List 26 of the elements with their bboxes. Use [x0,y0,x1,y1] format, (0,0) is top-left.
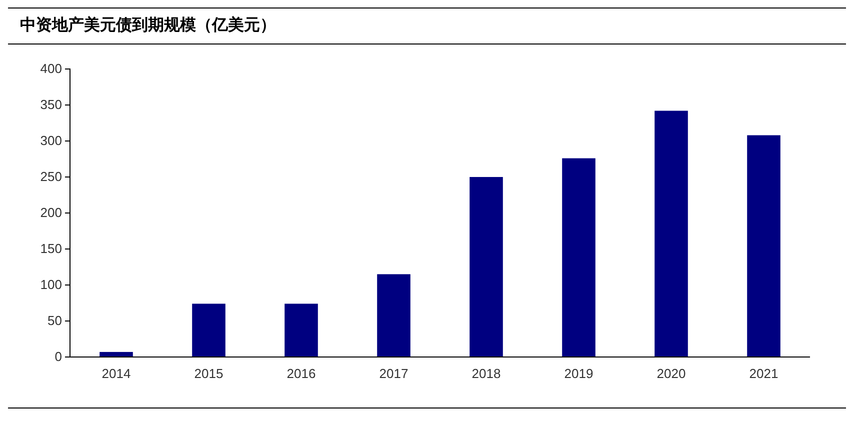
y-tick-label: 150 [40,241,62,256]
x-tick-label: 2021 [749,366,778,382]
y-tick-label: 50 [48,313,62,328]
y-tick-label: 250 [40,169,62,184]
y-tick-label: 350 [40,97,62,112]
bar [470,177,503,357]
bar [192,304,226,357]
x-tick-label: 2019 [564,366,594,382]
y-tick-label: 400 [40,61,62,76]
x-tick-label: 2014 [102,366,131,382]
y-tick-label: 0 [54,349,62,364]
x-tick-label: 2017 [379,366,408,382]
chart-title: 中资地产美元债到期规模（亿美元） [20,15,276,34]
bar [747,135,780,357]
y-tick-label: 100 [40,277,62,292]
bar [100,352,133,357]
y-tick-label: 300 [40,133,62,148]
bar [654,110,688,357]
bar [562,158,596,357]
x-tick-label: 2016 [286,366,316,382]
x-tick-label: 2020 [656,366,686,382]
y-tick-label: 200 [40,205,62,220]
x-tick-label: 2018 [472,366,501,382]
bar [377,274,410,357]
bar [284,304,318,357]
x-tick-label: 2015 [194,366,224,382]
